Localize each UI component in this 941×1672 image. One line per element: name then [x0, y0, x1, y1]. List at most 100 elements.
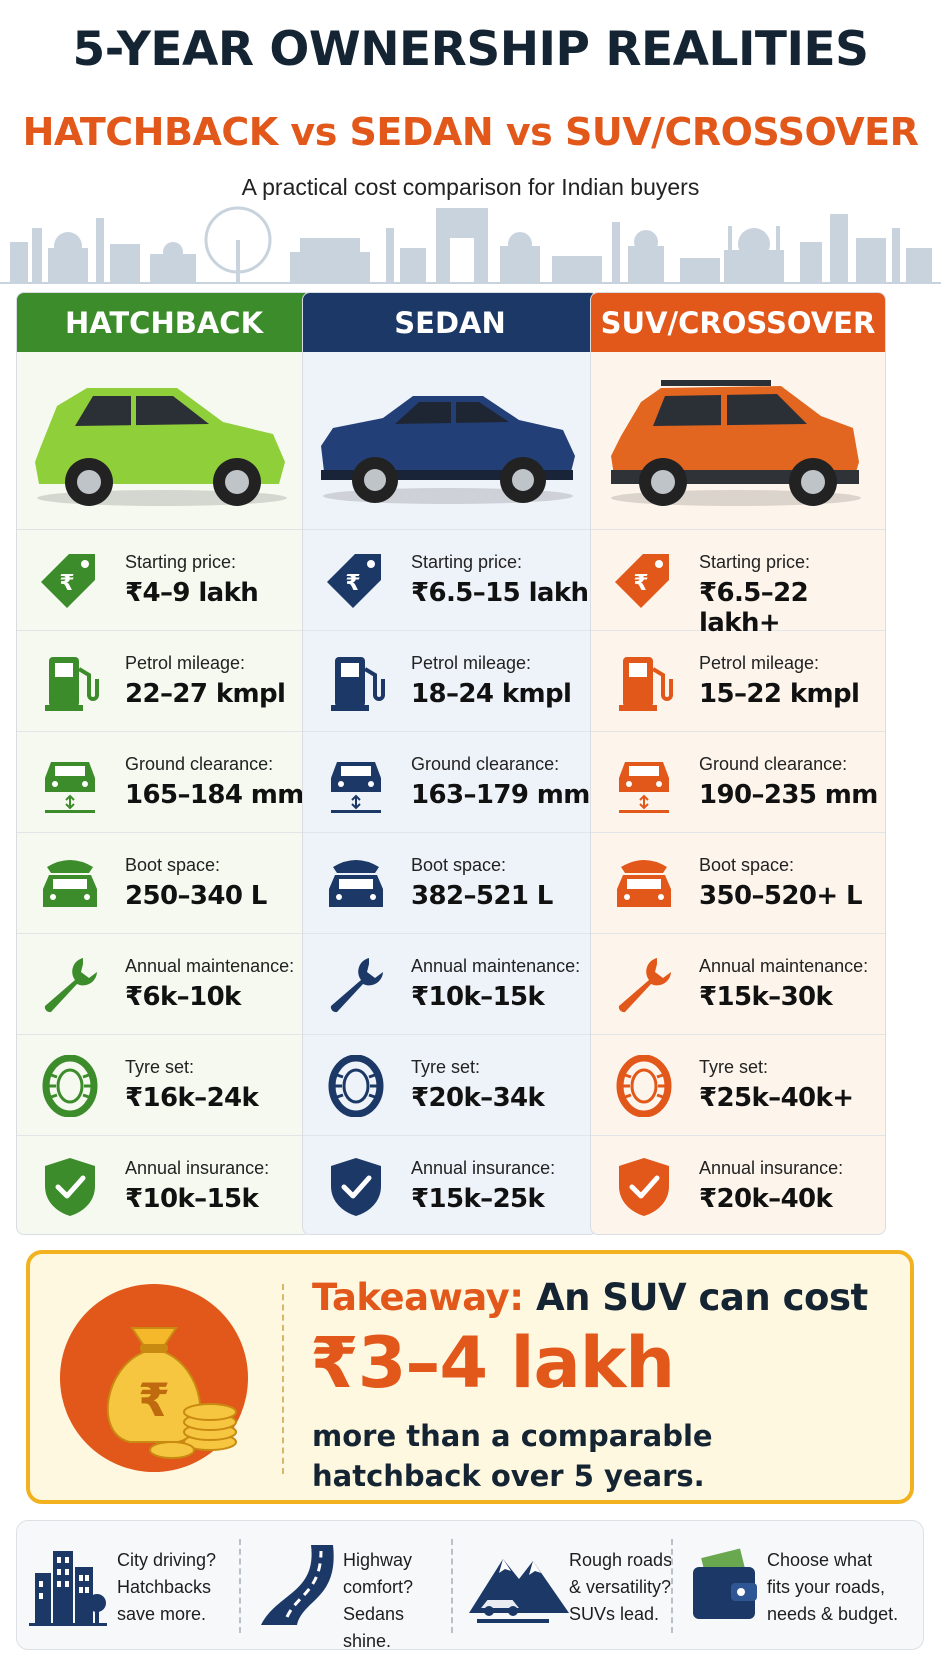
shield-check-icon [325, 1156, 387, 1218]
column-header: SEDAN [303, 293, 597, 352]
spec-label: Annual maintenance: [125, 956, 295, 976]
money-bag-icon: ₹ [106, 1327, 237, 1459]
tyre-icon [613, 1054, 675, 1118]
tyre-icon [325, 1054, 387, 1118]
spec-row: Annual maintenance: ₹10k–15k [303, 934, 597, 1035]
price-tag-icon: ₹ [325, 550, 387, 612]
shield-check-icon [39, 1156, 101, 1218]
column-hatchback: HATCHBACK ₹ Starting price: ₹4–9 lakh Pe… [16, 292, 312, 1235]
takeaway-rest: more than a comparable hatchback over 5 … [312, 1419, 713, 1493]
shield-check-icon [613, 1156, 675, 1218]
wrench-icon [613, 954, 675, 1016]
svg-text:₹: ₹ [138, 1373, 170, 1427]
spec-label: Annual insurance: [411, 1158, 556, 1178]
takeaway-circle: ₹ [60, 1284, 248, 1472]
spec-row: Annual maintenance: ₹15k–30k [591, 934, 885, 1035]
spec-value: ₹15k–30k [699, 982, 833, 1012]
spec-value: ₹6.5–15 lakh [411, 578, 589, 608]
svg-text:₹: ₹ [345, 571, 360, 596]
spec-value: ₹15k–25k [411, 1184, 545, 1214]
takeaway-divider [282, 1284, 284, 1474]
tip-item: Rough roads & versatility? SUVs lead. [457, 1521, 677, 1651]
tip-text-line: City driving? [117, 1550, 217, 1570]
tip-text-line: save more. [117, 1604, 207, 1624]
tip-text-line: SUVs lead. [569, 1604, 660, 1624]
spec-value: 163–179 mm [411, 780, 590, 810]
spec-label: Petrol mileage: [125, 653, 246, 673]
spec-label: Ground clearance: [125, 754, 274, 774]
page-subtitle: HATCHBACK vs SEDAN vs SUV/CROSSOVER [22, 110, 919, 154]
car-illustration [591, 352, 885, 530]
spec-row: ₹ Starting price: ₹4–9 lakh [17, 530, 311, 631]
tip-divider [451, 1539, 453, 1633]
sedan-car-image [321, 396, 575, 504]
column-header: HATCHBACK [17, 293, 311, 352]
svg-text:₹: ₹ [59, 571, 74, 596]
spec-row: ₹ Starting price: ₹6.5–22 lakh+ [591, 530, 885, 638]
tip-text-line: Rough roads [569, 1550, 673, 1570]
tip-divider [239, 1539, 241, 1633]
spec-row: Ground clearance: 165–184 mm [17, 732, 311, 833]
takeaway-lead: An SUV can cost [535, 1276, 868, 1319]
tip-text-line: Hatchbacks [117, 1577, 212, 1597]
tip-text-line: Highway [343, 1550, 413, 1570]
spec-label: Tyre set: [411, 1057, 481, 1077]
page-tagline: A practical cost comparison for Indian b… [241, 174, 700, 200]
spec-row: Boot space: 250–340 L [17, 833, 311, 934]
takeaway-headline: Takeaway: An SUV can cost [312, 1276, 868, 1319]
car-illustration [17, 352, 311, 530]
spec-value: ₹6.5–22 lakh+ [699, 578, 809, 638]
ground-clearance-icon [325, 752, 387, 814]
spec-value: ₹4–9 lakh [125, 578, 259, 608]
spec-row: Petrol mileage: 18–24 kmpl [303, 631, 597, 732]
spec-label: Petrol mileage: [699, 653, 820, 673]
spec-value: 382–521 L [411, 881, 553, 911]
tip-text-line: comfort? [343, 1577, 414, 1597]
ground-clearance-icon [39, 752, 101, 814]
takeaway-amount: ₹3–4 lakh [310, 1322, 675, 1404]
boot-space-icon [613, 853, 675, 915]
tip-text-line: needs & budget. [767, 1604, 899, 1624]
fuel-pump-icon [325, 651, 387, 713]
spec-label: Ground clearance: [411, 754, 560, 774]
fuel-pump-icon [39, 651, 101, 713]
tips-bar: City driving? Hatchbacks save more. Highwa… [16, 1520, 924, 1651]
tip-item: City driving? Hatchbacks save more. [17, 1521, 245, 1651]
spec-value: ₹10k–15k [411, 982, 545, 1012]
spec-row: Annual maintenance: ₹6k–10k [17, 934, 311, 1035]
spec-row: Tyre set: ₹20k–34k [303, 1035, 597, 1136]
spec-value: 250–340 L [125, 881, 267, 911]
tip-item: Highway comfort? Sedans shine. [245, 1521, 457, 1651]
spec-label: Boot space: [699, 855, 795, 875]
spec-label: Tyre set: [125, 1057, 195, 1077]
column-suv-crossover: SUV/CROSSOVER ₹ Starting price: ₹6.5–22 … [590, 292, 886, 1235]
spec-row: Annual insurance: ₹15k–25k [303, 1136, 597, 1234]
tip-text-line: fits your roads, [767, 1577, 886, 1597]
spec-label: Starting price: [699, 552, 811, 572]
spec-row: Boot space: 382–521 L [303, 833, 597, 934]
spec-value: ₹10k–15k [125, 1184, 259, 1214]
spec-label: Starting price: [125, 552, 237, 572]
spec-row: Ground clearance: 163–179 mm [303, 732, 597, 833]
spec-label: Boot space: [411, 855, 507, 875]
takeaway-label: Takeaway: [312, 1276, 524, 1319]
spec-label: Ground clearance: [699, 754, 848, 774]
spec-value: ₹16k–24k [125, 1083, 259, 1113]
spec-value: 22–27 kmpl [125, 679, 286, 709]
spec-row: Annual insurance: ₹10k–15k [17, 1136, 311, 1234]
tip-divider [671, 1539, 673, 1633]
spec-value: ₹20k–40k [699, 1184, 833, 1214]
wrench-icon [39, 954, 101, 1016]
svg-text:₹: ₹ [633, 571, 648, 596]
tip-text-line: & versatility? [569, 1577, 672, 1597]
spec-value: 190–235 mm [699, 780, 878, 810]
tip-text: Rough roads & versatility? SUVs lead. [569, 1547, 672, 1628]
price-tag-icon: ₹ [39, 550, 101, 612]
column-sedan: SEDAN ₹ Starting price: ₹6.5–15 lakh Pet… [302, 292, 598, 1235]
wrench-icon [325, 954, 387, 1016]
car-illustration [303, 352, 597, 530]
suv-car-image [611, 380, 861, 506]
spec-value: ₹20k–34k [411, 1083, 545, 1113]
spec-label: Petrol mileage: [411, 653, 532, 673]
ground-clearance-icon [613, 752, 675, 814]
